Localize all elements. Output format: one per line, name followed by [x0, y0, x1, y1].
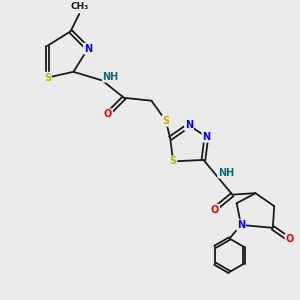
Text: N: N: [237, 220, 245, 230]
Text: O: O: [211, 205, 219, 214]
Text: CH₃: CH₃: [70, 2, 88, 10]
Text: O: O: [104, 109, 112, 119]
Text: NH: NH: [102, 72, 119, 82]
Text: N: N: [84, 44, 92, 54]
Text: S: S: [162, 116, 169, 126]
Text: S: S: [169, 156, 177, 167]
Text: N: N: [202, 132, 210, 142]
Text: S: S: [44, 73, 51, 82]
Text: O: O: [285, 234, 294, 244]
Text: NH: NH: [218, 168, 234, 178]
Text: N: N: [185, 120, 193, 130]
